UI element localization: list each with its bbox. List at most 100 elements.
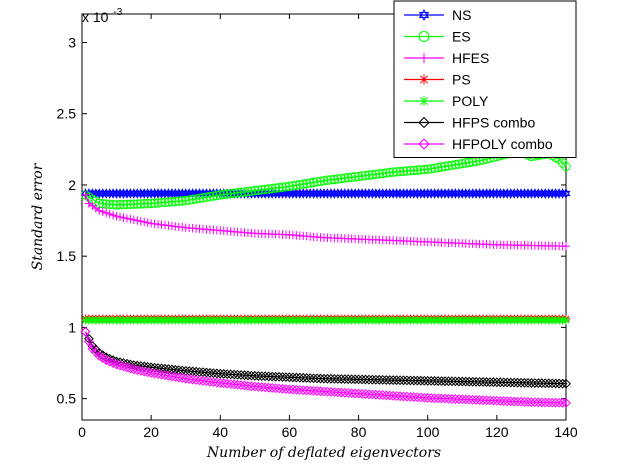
marker-circle xyxy=(353,171,364,182)
marker-diamond xyxy=(485,377,495,388)
marker-diamond xyxy=(516,377,526,388)
marker-circle xyxy=(122,199,132,210)
marker-diamond xyxy=(298,385,309,396)
marker-diamond xyxy=(239,370,250,381)
marker-diamond xyxy=(554,378,564,389)
marker-diamond xyxy=(488,395,499,406)
marker-circle xyxy=(418,31,430,42)
marker-circle xyxy=(219,189,229,200)
marker-circle xyxy=(129,199,139,209)
marker-diamond xyxy=(557,378,568,389)
marker-circle xyxy=(170,196,181,207)
marker-circle xyxy=(281,182,291,192)
marker-hexagram xyxy=(418,9,430,21)
marker-diamond xyxy=(474,395,485,405)
marker-diamond xyxy=(332,387,343,398)
marker-diamond xyxy=(374,374,385,385)
x-axis-label: Number of deflated eigenvectors xyxy=(206,445,441,461)
marker-diamond xyxy=(557,397,568,408)
marker-diamond xyxy=(277,383,288,394)
series-markers-poly xyxy=(81,316,571,325)
marker-circle xyxy=(236,187,246,198)
marker-diamond xyxy=(533,378,544,389)
marker-circle xyxy=(333,174,343,184)
marker-diamond xyxy=(163,364,174,374)
marker-diamond xyxy=(222,369,233,380)
marker-circle xyxy=(450,160,461,170)
x-tick-label: 80 xyxy=(351,424,367,440)
marker-diamond xyxy=(502,396,513,407)
marker-diamond xyxy=(80,326,91,337)
marker-diamond xyxy=(418,116,430,129)
marker-diamond xyxy=(319,386,329,397)
marker-diamond xyxy=(291,372,302,383)
marker-diamond xyxy=(426,375,437,386)
marker-diamond xyxy=(485,395,495,406)
legend-label: NS xyxy=(452,7,471,23)
marker-plus xyxy=(95,206,104,215)
marker-circle xyxy=(270,183,281,193)
marker-diamond xyxy=(322,386,333,397)
marker-diamond xyxy=(132,365,143,376)
marker-diamond xyxy=(457,394,468,405)
marker-diamond xyxy=(236,370,246,380)
marker-circle xyxy=(243,186,253,197)
series-hfpoly-combo xyxy=(80,326,571,408)
marker-diamond xyxy=(243,370,253,381)
marker-plus xyxy=(140,217,149,227)
marker-plus xyxy=(98,207,107,216)
series-hfes xyxy=(81,190,571,251)
marker-diamond xyxy=(256,371,267,382)
marker-diamond xyxy=(287,372,298,383)
marker-circle xyxy=(136,199,146,209)
marker-diamond xyxy=(329,373,340,384)
marker-circle xyxy=(205,191,215,202)
marker-circle xyxy=(187,194,198,205)
marker-diamond xyxy=(270,383,281,394)
marker-circle xyxy=(260,184,270,195)
marker-circle xyxy=(201,192,212,202)
y-tick-label: 3 xyxy=(68,34,76,50)
marker-diamond xyxy=(201,376,212,387)
marker-diamond xyxy=(339,387,350,398)
marker-diamond xyxy=(422,393,433,403)
marker-plus xyxy=(136,217,145,226)
marker-diamond xyxy=(388,390,399,401)
marker-diamond xyxy=(471,395,482,405)
marker-circle xyxy=(447,160,457,170)
marker-circle xyxy=(101,199,111,209)
marker-circle xyxy=(177,196,187,206)
marker-diamond xyxy=(467,376,478,387)
marker-circle xyxy=(229,188,239,198)
marker-diamond xyxy=(156,369,167,380)
marker-circle xyxy=(388,167,398,177)
marker-diamond xyxy=(115,360,125,371)
marker-diamond xyxy=(305,373,316,384)
marker-circle xyxy=(343,172,353,183)
marker-diamond xyxy=(377,390,388,401)
legend-item-hfes: HFES xyxy=(404,50,489,66)
marker-asterisk xyxy=(419,74,429,85)
marker-circle xyxy=(443,161,454,171)
marker-plus xyxy=(126,214,135,224)
marker-diamond xyxy=(346,388,357,399)
marker-diamond xyxy=(208,377,219,388)
marker-diamond xyxy=(405,391,416,402)
marker-circle xyxy=(561,161,571,172)
marker-diamond xyxy=(471,376,482,387)
marker-diamond xyxy=(287,384,298,395)
marker-diamond xyxy=(405,375,416,386)
marker-diamond xyxy=(305,385,316,396)
y-tick-label: 0.5 xyxy=(57,391,77,407)
marker-diamond xyxy=(263,382,274,393)
marker-diamond xyxy=(274,383,284,394)
marker-diamond xyxy=(104,356,115,367)
marker-circle xyxy=(336,173,346,184)
marker-diamond xyxy=(156,363,167,374)
marker-diamond xyxy=(139,366,150,377)
marker-circle xyxy=(111,200,122,210)
marker-circle xyxy=(132,199,143,209)
marker-circle xyxy=(115,200,125,210)
marker-diamond xyxy=(177,373,188,384)
marker-diamond xyxy=(523,377,533,388)
